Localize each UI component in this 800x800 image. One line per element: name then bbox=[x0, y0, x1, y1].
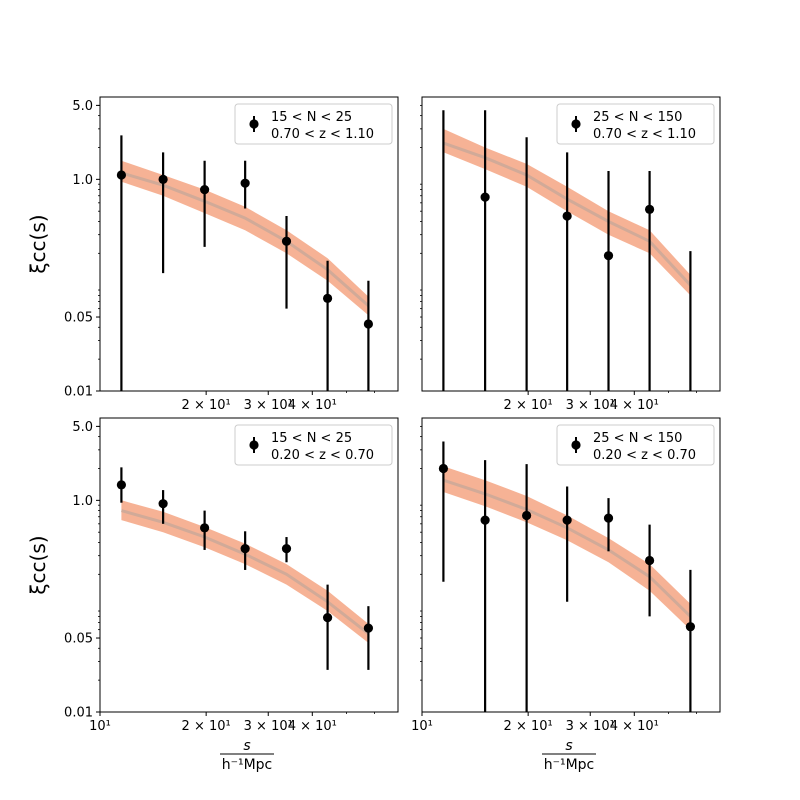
model-band bbox=[121, 500, 369, 643]
x-tick-label: 10¹ bbox=[89, 719, 111, 734]
x-axis-label-denominator: h⁻¹Mpc bbox=[544, 757, 595, 773]
legend-label-z-range: 0.70 < z < 1.10 bbox=[593, 127, 696, 142]
y-tick-label: 0.05 bbox=[64, 632, 93, 647]
legend-marker bbox=[571, 440, 581, 450]
x-axis-label-numerator: s bbox=[243, 738, 250, 754]
y-tick-label: 0.01 bbox=[64, 385, 93, 400]
data-point bbox=[200, 523, 210, 533]
y-axis-label: ξcc(s) bbox=[26, 535, 50, 594]
axes-frame bbox=[99, 417, 399, 713]
legend-label-z-range: 0.20 < z < 0.70 bbox=[271, 448, 374, 463]
data-point bbox=[644, 204, 655, 215]
legend-label-n-range: 25 < N < 150 bbox=[593, 431, 682, 446]
x-tick-label: 4 × 10¹ bbox=[610, 398, 659, 413]
x-axis-label-numerator: s bbox=[565, 738, 572, 754]
x-tick-label: 2 × 10¹ bbox=[182, 398, 231, 413]
data-point bbox=[240, 543, 250, 554]
data-point bbox=[281, 236, 292, 246]
x-tick-label: 4 × 10¹ bbox=[288, 719, 337, 734]
y-tick-label: 0.01 bbox=[64, 706, 93, 721]
data-point bbox=[603, 513, 614, 523]
legend-label-z-range: 0.20 < z < 0.70 bbox=[593, 448, 696, 463]
data-point bbox=[116, 480, 127, 490]
x-tick-label: 4 × 10¹ bbox=[288, 398, 337, 413]
data-point bbox=[644, 555, 655, 566]
x-tick-label: 3 × 10¹ bbox=[244, 398, 293, 413]
data-point bbox=[480, 192, 490, 202]
y-tick-label: 1.0 bbox=[72, 494, 93, 509]
y-axis-label: ξcc(s) bbox=[26, 214, 50, 273]
legend-box bbox=[556, 103, 715, 145]
x-tick-label: 2 × 10¹ bbox=[182, 719, 231, 734]
x-tick-label: 2 × 10¹ bbox=[504, 398, 553, 413]
data-point bbox=[685, 622, 696, 632]
plot-area bbox=[442, 110, 692, 391]
y-tick-label: 5.0 bbox=[72, 99, 93, 114]
axes-frame bbox=[421, 96, 721, 392]
data-point bbox=[322, 612, 333, 623]
data-point bbox=[562, 211, 572, 221]
data-point bbox=[281, 543, 292, 554]
data-point bbox=[158, 174, 168, 184]
legend-label-n-range: 15 < N < 25 bbox=[271, 431, 352, 446]
plot-area bbox=[116, 467, 374, 670]
data-point bbox=[363, 319, 374, 329]
data-point bbox=[116, 170, 127, 180]
data-point bbox=[603, 251, 614, 261]
model-band bbox=[121, 160, 369, 316]
plot-area bbox=[438, 441, 696, 712]
legend-marker bbox=[571, 119, 581, 129]
axes-frame bbox=[99, 96, 399, 392]
axes-frame bbox=[421, 417, 721, 713]
data-point bbox=[522, 510, 532, 521]
plot-area bbox=[116, 135, 374, 391]
y-tick-label: 0.05 bbox=[64, 311, 93, 326]
data-point bbox=[200, 185, 210, 195]
data-point bbox=[438, 463, 449, 474]
x-tick-label: 3 × 10¹ bbox=[566, 398, 615, 413]
legend-box bbox=[556, 424, 715, 466]
data-point bbox=[240, 178, 250, 188]
x-tick-label: 3 × 10¹ bbox=[566, 719, 615, 734]
data-point bbox=[480, 515, 490, 525]
y-tick-label: 5.0 bbox=[72, 420, 93, 435]
x-tick-label: 2 × 10¹ bbox=[504, 719, 553, 734]
data-point bbox=[322, 293, 333, 303]
data-point bbox=[158, 499, 168, 509]
legend-box bbox=[234, 424, 393, 466]
data-point bbox=[562, 515, 572, 525]
x-tick-label: 3 × 10¹ bbox=[244, 719, 293, 734]
y-tick-label: 1.0 bbox=[72, 173, 93, 188]
data-point bbox=[363, 623, 374, 633]
legend-marker bbox=[249, 440, 259, 450]
legend-label-n-range: 15 < N < 25 bbox=[271, 110, 352, 125]
legend-marker bbox=[249, 119, 259, 129]
x-tick-label: 4 × 10¹ bbox=[610, 719, 659, 734]
legend-label-z-range: 0.70 < z < 1.10 bbox=[271, 127, 374, 142]
x-tick-label: 10¹ bbox=[411, 719, 433, 734]
legend-box bbox=[234, 103, 393, 145]
legend-label-n-range: 25 < N < 150 bbox=[593, 110, 682, 125]
model-band bbox=[443, 128, 691, 296]
model-band bbox=[443, 466, 691, 630]
x-axis-label-denominator: h⁻¹Mpc bbox=[222, 757, 273, 773]
